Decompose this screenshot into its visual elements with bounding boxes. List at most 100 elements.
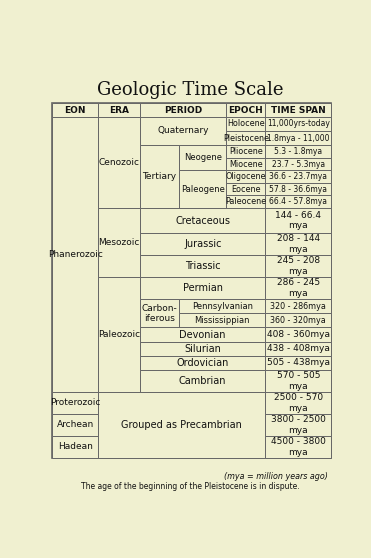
Text: 23.7 - 5.3mya: 23.7 - 5.3mya <box>272 160 325 169</box>
Bar <box>266 131 331 145</box>
Bar <box>266 145 331 158</box>
Bar <box>140 341 266 356</box>
Bar <box>98 117 140 208</box>
Text: Neogene: Neogene <box>184 153 222 162</box>
Bar <box>266 117 331 131</box>
Text: Cambrian: Cambrian <box>179 376 226 386</box>
Bar <box>52 117 98 392</box>
Bar <box>266 392 331 414</box>
Text: 408 - 360mya: 408 - 360mya <box>267 330 330 339</box>
Text: Holocene: Holocene <box>227 119 265 128</box>
Text: 245 - 208
mya: 245 - 208 mya <box>277 257 320 276</box>
Text: EPOCH: EPOCH <box>229 105 263 114</box>
Bar <box>140 299 179 328</box>
Text: Silurian: Silurian <box>184 344 221 354</box>
Text: Cenozoic: Cenozoic <box>99 158 139 167</box>
Bar <box>52 103 98 117</box>
Bar <box>98 208 140 277</box>
Bar <box>52 414 98 436</box>
Bar <box>140 255 266 277</box>
Text: 208 - 144
mya: 208 - 144 mya <box>277 234 320 254</box>
Bar <box>179 314 266 328</box>
Text: ERA: ERA <box>109 105 129 114</box>
Text: 66.4 - 57.8mya: 66.4 - 57.8mya <box>269 197 327 206</box>
Bar <box>266 277 331 299</box>
Text: 286 - 245
mya: 286 - 245 mya <box>277 278 320 298</box>
Bar <box>226 117 266 131</box>
Text: Pliocene: Pliocene <box>229 147 263 156</box>
Text: 4500 - 3800
mya: 4500 - 3800 mya <box>271 437 326 456</box>
Bar <box>179 145 226 170</box>
Text: Mesozoic: Mesozoic <box>98 238 140 247</box>
Text: 2500 - 570
mya: 2500 - 570 mya <box>274 393 323 412</box>
Bar <box>140 277 266 299</box>
Bar <box>266 103 331 117</box>
Bar <box>140 208 266 233</box>
Bar <box>98 392 266 458</box>
Text: Pleistocene: Pleistocene <box>223 133 269 142</box>
Bar <box>226 145 266 158</box>
Bar <box>266 255 331 277</box>
Text: Oligocene: Oligocene <box>226 172 266 181</box>
Bar <box>52 436 98 458</box>
Bar <box>140 233 266 255</box>
Bar <box>266 158 331 170</box>
Text: Paleogene: Paleogene <box>181 185 225 194</box>
Bar <box>266 436 331 458</box>
Bar <box>266 341 331 356</box>
Bar <box>140 370 266 392</box>
Bar <box>266 328 331 341</box>
Text: Permian: Permian <box>183 283 223 293</box>
Bar <box>52 103 331 458</box>
Text: PERIOD: PERIOD <box>164 105 202 114</box>
Text: Pennsylvanian: Pennsylvanian <box>192 302 253 311</box>
Bar <box>266 299 331 314</box>
Text: 57.8 - 36.6mya: 57.8 - 36.6mya <box>269 185 327 194</box>
Bar <box>140 328 266 341</box>
Text: 11,000yrs-today: 11,000yrs-today <box>267 119 330 128</box>
Bar <box>226 158 266 170</box>
Text: Cretaceous: Cretaceous <box>175 215 230 225</box>
Text: Quaternary: Quaternary <box>157 127 209 136</box>
Text: 320 - 286mya: 320 - 286mya <box>270 302 326 311</box>
Bar <box>266 208 331 233</box>
Text: Geologic Time Scale: Geologic Time Scale <box>97 81 283 99</box>
Bar <box>140 145 179 208</box>
Bar <box>179 299 266 314</box>
Text: 360 - 320mya: 360 - 320mya <box>270 316 326 325</box>
Text: Tertiary: Tertiary <box>142 172 177 181</box>
Text: 3800 - 2500
mya: 3800 - 2500 mya <box>271 415 326 435</box>
Bar <box>226 131 266 145</box>
Text: Triassic: Triassic <box>185 261 220 271</box>
Text: 144 - 66.4
mya: 144 - 66.4 mya <box>275 211 321 230</box>
Text: Carbon-
iferous: Carbon- iferous <box>142 304 177 323</box>
Bar <box>98 277 140 392</box>
Text: Miocene: Miocene <box>229 160 263 169</box>
Text: (mya = million years ago): (mya = million years ago) <box>224 472 328 480</box>
Text: Phanerozoic: Phanerozoic <box>48 250 102 259</box>
Bar <box>266 356 331 370</box>
Bar <box>266 370 331 392</box>
Bar <box>140 103 226 117</box>
Bar <box>226 195 266 208</box>
Text: 1.8mya - 11,000: 1.8mya - 11,000 <box>267 133 329 142</box>
Text: Devonian: Devonian <box>180 330 226 340</box>
Text: Grouped as Precambrian: Grouped as Precambrian <box>121 420 242 430</box>
Bar <box>140 117 226 145</box>
Text: EON: EON <box>65 105 86 114</box>
Text: The age of the beginning of the Pleistocene is in dispute.: The age of the beginning of the Pleistoc… <box>81 483 299 492</box>
Bar <box>140 356 266 370</box>
Bar <box>266 233 331 255</box>
Text: Hadean: Hadean <box>58 442 93 451</box>
Text: Ordovician: Ordovician <box>177 358 229 368</box>
Bar <box>266 183 331 195</box>
Text: Eocene: Eocene <box>231 185 261 194</box>
Text: Proterozoic: Proterozoic <box>50 398 100 407</box>
Bar <box>266 314 331 328</box>
Bar <box>179 170 226 208</box>
Text: Mississippian: Mississippian <box>194 316 250 325</box>
Bar <box>98 103 140 117</box>
Text: 438 - 408mya: 438 - 408mya <box>267 344 330 353</box>
Bar <box>266 414 331 436</box>
Bar <box>52 392 98 414</box>
